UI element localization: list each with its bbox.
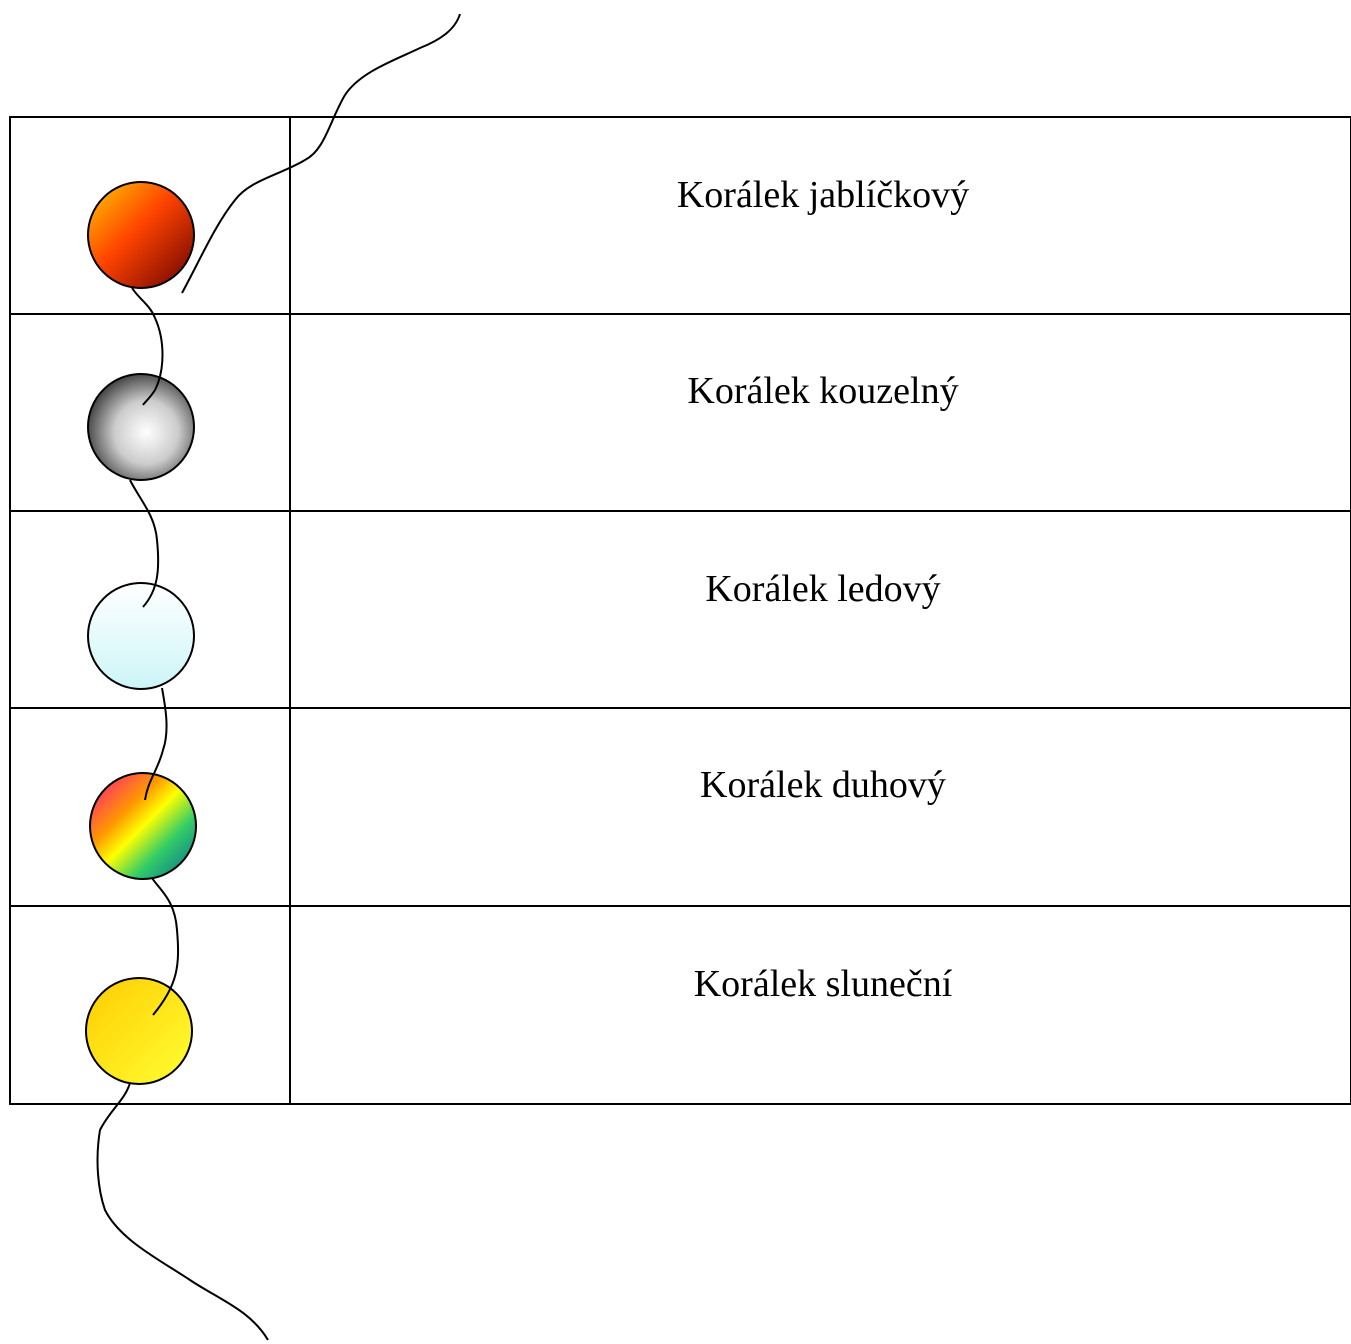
beads — [85, 181, 197, 1085]
row-label: Korálek ledový — [705, 568, 940, 610]
table — [9, 116, 1351, 1105]
row-label: Korálek sluneční — [694, 963, 953, 1005]
string-segment — [96, 1082, 269, 1341]
bead — [87, 582, 195, 690]
row-label: Korálek kouzelný — [687, 370, 958, 412]
string-segment — [129, 479, 160, 608]
bead — [89, 772, 197, 880]
table-border — [9, 116, 1351, 1105]
labels: Korálek jablíčkový Korálek kouzelný Korá… — [677, 174, 969, 1005]
bead — [85, 977, 193, 1085]
string-segment — [144, 687, 168, 801]
row-label: Korálek duhový — [700, 764, 946, 806]
string — [96, 13, 461, 1341]
string-segment — [151, 877, 180, 1016]
string-segment — [181, 13, 461, 294]
row-label: Korálek jablíčkový — [677, 174, 969, 216]
bead — [87, 373, 195, 481]
bead — [87, 181, 195, 289]
string-segment — [131, 287, 164, 406]
